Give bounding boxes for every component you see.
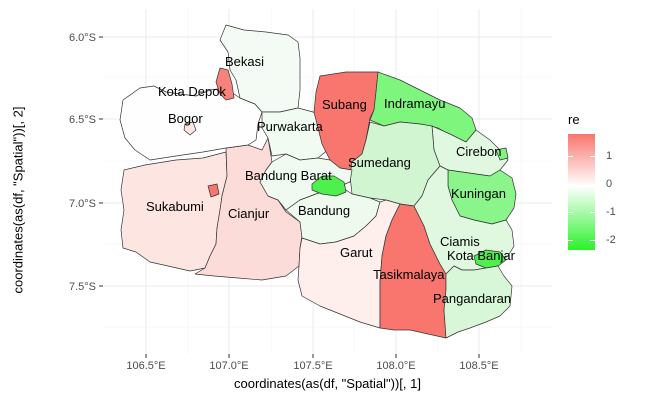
y-axis-label-wrap: coordinates(as(df, "Spatial"))[, 2] [6, 60, 30, 340]
legend-mark-m1r [590, 212, 595, 213]
legend-tick-minus-2: -2 [606, 234, 616, 246]
y-tick-6-0: 6.0°S [69, 32, 96, 44]
label-kuningan: Kuningan [451, 186, 506, 201]
legend-mark-0r [590, 184, 595, 185]
region-pangandaran [443, 265, 513, 339]
label-cirebon: Cirebon [456, 144, 502, 159]
y-tick-7-5: 7.5°S [69, 281, 96, 293]
legend-tick-0: 0 [606, 178, 613, 190]
label-garut: Garut [340, 245, 373, 260]
label-ciamis: Ciamis [440, 234, 480, 249]
axis-ticks [99, 36, 480, 358]
region-enclave-cirebon-city [495, 147, 509, 161]
region-enclave-bandung-city [311, 175, 347, 197]
label-kota-banjar: Kota Banjar [447, 248, 516, 263]
region-enclave-sukabumi-city [207, 183, 220, 198]
legend-title: re [568, 112, 580, 127]
legend-mark-m2r [590, 240, 595, 241]
region-enclave-bogor-city [183, 121, 197, 136]
label-bandung: Bandung [298, 203, 350, 218]
y-axis-label: coordinates(as(df, "Spatial"))[, 2] [10, 106, 26, 294]
x-tick-107-0: 107.0°E [209, 360, 248, 372]
color-legend: re 1 0 -1 -2 [568, 112, 616, 250]
legend-mark-1 [568, 156, 573, 157]
label-tasikmalaya: Tasikmalaya [373, 267, 445, 282]
label-sukabumi: Sukabumi [146, 199, 204, 214]
x-tick-108-5: 108.5°E [459, 360, 498, 372]
x-axis-label: coordinates(as(df, "Spatial"))[, 1] [234, 376, 421, 391]
region-kota-banjar [473, 249, 507, 269]
y-tick-6-5: 6.5°S [69, 114, 96, 126]
legend-mark-1r [590, 156, 595, 157]
legend-mark-m2 [568, 240, 573, 241]
y-tick-7-0: 7.0°S [69, 198, 96, 210]
legend-colorbar [568, 134, 595, 250]
legend-tick-1: 1 [606, 150, 613, 162]
label-subang: Subang [322, 97, 367, 112]
label-bogor: Bogor [168, 111, 203, 126]
region-purwakarta [261, 107, 333, 161]
label-purwakarta: Purwakarta [257, 119, 324, 134]
label-cianjur: Cianjur [228, 206, 270, 221]
x-tick-108-0: 108.0°E [376, 360, 415, 372]
region-ciamis [413, 165, 515, 275]
legend-mark-m1 [568, 212, 573, 213]
x-tick-106-5: 106.5°E [126, 360, 165, 372]
x-tick-107-5: 107.5°E [293, 360, 332, 372]
label-sumedang: Sumedang [348, 155, 411, 170]
label-pangandaran: Pangandaran [433, 291, 511, 306]
legend-mark-0 [568, 184, 573, 185]
label-kota-depok: Kota Depok [158, 84, 226, 99]
label-bandung-barat: Bandung Barat [245, 168, 332, 183]
label-indramayu: Indramayu [384, 96, 445, 111]
label-bekasi: Bekasi [225, 54, 264, 69]
legend-tick-minus-1: -1 [606, 206, 616, 218]
region-kota-depok [215, 67, 235, 101]
